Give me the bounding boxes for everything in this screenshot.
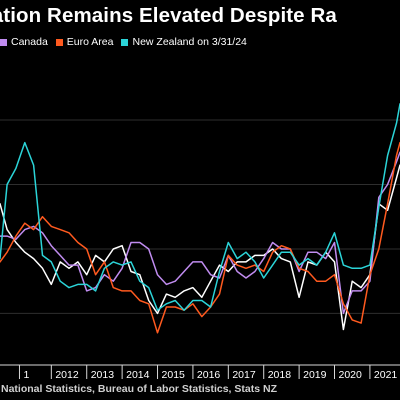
- x-tick-label: 2021: [374, 369, 398, 381]
- x-tick-label: 2015: [162, 369, 186, 381]
- x-axis: 1 2012 2013 2014 2015 2016 2017 2018 2019 2020 202…: [0, 364, 400, 381]
- series-line-1: [0, 151, 400, 315]
- legend-swatch-canada: [0, 38, 7, 46]
- chart-source-note: r National Statistics, Bureau of Labor S…: [0, 383, 277, 395]
- legend-label-new-zealand: New Zealand on 3/31/24: [132, 36, 247, 48]
- legend-item-new-zealand: New Zealand on 3/31/24: [121, 36, 247, 48]
- legend-swatch-new-zealand: [121, 38, 129, 46]
- legend-item-canada: Canada: [0, 36, 48, 48]
- x-tick-label: 2020: [339, 369, 363, 381]
- series-line-3: [0, 103, 400, 311]
- chart-legend: Canada Euro Area New Zealand on 3/31/24: [0, 35, 255, 49]
- series-line-0: [0, 164, 400, 331]
- series-line-2: [0, 141, 400, 334]
- chart-title: lation Remains Elevated Despite Ra: [0, 4, 337, 27]
- x-tick-label: 2016: [197, 369, 221, 381]
- x-tick-label: 2014: [126, 369, 150, 381]
- x-tick-label: 2013: [91, 369, 115, 381]
- legend-swatch-euro-area: [55, 38, 63, 46]
- x-tick-label: 1: [23, 369, 29, 381]
- legend-label-canada: Canada: [11, 36, 48, 48]
- x-tick-label: 2019: [303, 369, 327, 381]
- legend-label-euro-area: Euro Area: [66, 36, 114, 48]
- grid-lines: [0, 119, 400, 314]
- series-lines: [0, 103, 400, 334]
- x-tick-label: 2018: [268, 369, 292, 381]
- x-tick-label: 2017: [232, 369, 256, 381]
- legend-item-euro-area: Euro Area: [55, 36, 114, 48]
- x-tick-label: 2012: [55, 369, 79, 381]
